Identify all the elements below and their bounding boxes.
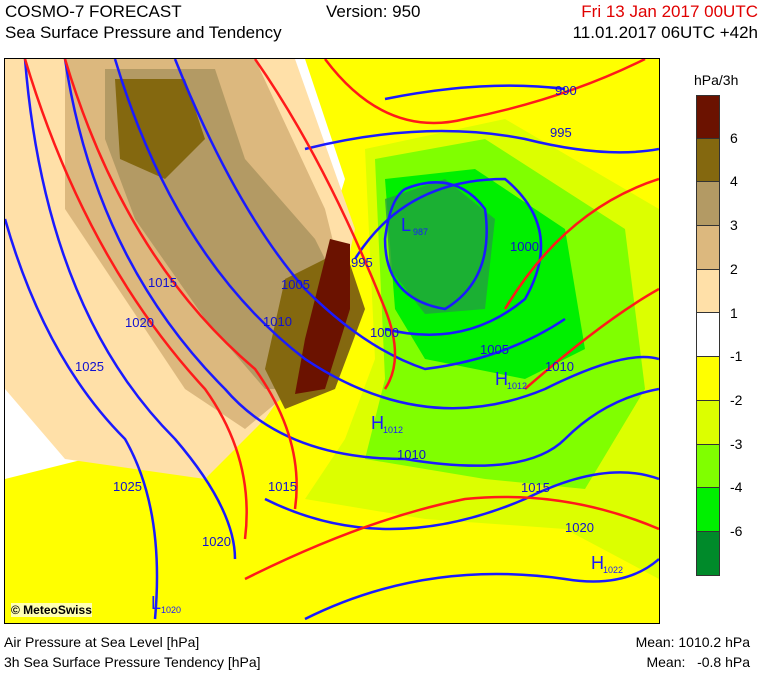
legend-tick: 6 — [730, 129, 738, 146]
isobar-label: 1005 — [480, 342, 509, 357]
copyright-label: © MeteoSwiss — [11, 603, 92, 617]
isobar-label: 1010 — [545, 359, 574, 374]
legend-tick: 3 — [730, 217, 738, 234]
run-time: 11.01.2017 06UTC +42h — [572, 23, 758, 42]
isobar-label: 1020 — [565, 520, 594, 535]
mean-pressure: Mean: 1010.2 hPa — [635, 634, 750, 650]
legend-tick: 4 — [730, 173, 738, 190]
low-center-marker: L — [151, 593, 161, 613]
isobar-label: 1020 — [125, 315, 154, 330]
low-center-value: 1020 — [161, 605, 181, 615]
isobar-label: 990 — [555, 83, 577, 98]
legend-tick: 1 — [730, 304, 738, 321]
isobar-label: 1010 — [397, 447, 426, 462]
legend-tick: -1 — [730, 348, 743, 365]
isobar-label: 1025 — [113, 479, 142, 494]
isobar-label: 1000 — [370, 325, 399, 340]
isobar-label: 1020 — [202, 534, 231, 549]
high-center-marker: H — [591, 553, 604, 573]
legend-band — [696, 182, 720, 227]
high-center-marker: H — [495, 369, 508, 389]
version-label: Version: 950 — [326, 2, 421, 21]
legend-band — [696, 138, 720, 183]
isobar-label-group: 990 995 995 1000 1000 1005 1005 1010 101… — [75, 83, 594, 549]
isobar-label: 1015 — [148, 275, 177, 290]
legend-band — [696, 488, 720, 532]
isobar-label: 995 — [550, 125, 572, 140]
legend-tick: -6 — [730, 523, 743, 539]
legend-tick: 2 — [730, 260, 738, 277]
map-svg: 990 995 995 1000 1000 1005 1005 1010 101… — [5, 59, 659, 621]
isobar-label: 1015 — [521, 480, 550, 495]
tendency-olive-region — [115, 79, 365, 409]
isobar-label: 1010 — [263, 314, 292, 329]
high-center-marker: H — [371, 413, 384, 433]
high-center-value: 1022 — [603, 565, 623, 575]
isobar-label: 995 — [351, 255, 373, 270]
field2-label: 3h Sea Surface Pressure Tendency [hPa] — [4, 654, 261, 670]
product-title: COSMO-7 FORECAST — [5, 2, 182, 21]
low-center-value: 987 — [413, 227, 428, 237]
legend-tick: -4 — [730, 479, 743, 496]
legend-band — [696, 269, 720, 314]
product-subtitle: Sea Surface Pressure and Tendency — [5, 23, 282, 42]
low-center-marker: L — [401, 215, 411, 235]
color-legend — [696, 95, 720, 576]
legend-band — [696, 444, 720, 489]
tendency-max-region — [295, 239, 350, 394]
field1-label: Air Pressure at Sea Level [hPa] — [4, 634, 200, 650]
tendency-lines — [23, 59, 659, 581]
map-panel: 990 995 995 1000 1000 1005 1005 1010 101… — [4, 58, 660, 624]
legend-band — [696, 357, 720, 401]
high-center-value: 1012 — [383, 425, 403, 435]
legend-tick: -3 — [730, 435, 743, 452]
legend-band — [696, 313, 720, 358]
legend-unit: hPa/3h — [694, 72, 739, 88]
legend-band — [696, 95, 720, 139]
tendency-dark-green-region — [385, 179, 495, 314]
high-center-value: 1012 — [507, 381, 527, 391]
isobar-label: 1000 — [510, 239, 539, 254]
isobars — [5, 59, 659, 621]
isobar-label: 1005 — [281, 277, 310, 292]
legend-band — [696, 400, 720, 445]
legend-tick: -2 — [730, 391, 743, 408]
legend-band — [696, 226, 720, 270]
isobar-label: 1015 — [268, 479, 297, 494]
isobar-label: 1025 — [75, 359, 104, 374]
legend-band — [696, 531, 720, 576]
mean-tendency: Mean: -0.8 hPa — [646, 654, 750, 670]
valid-time: Fri 13 Jan 2017 00UTC — [581, 2, 758, 21]
